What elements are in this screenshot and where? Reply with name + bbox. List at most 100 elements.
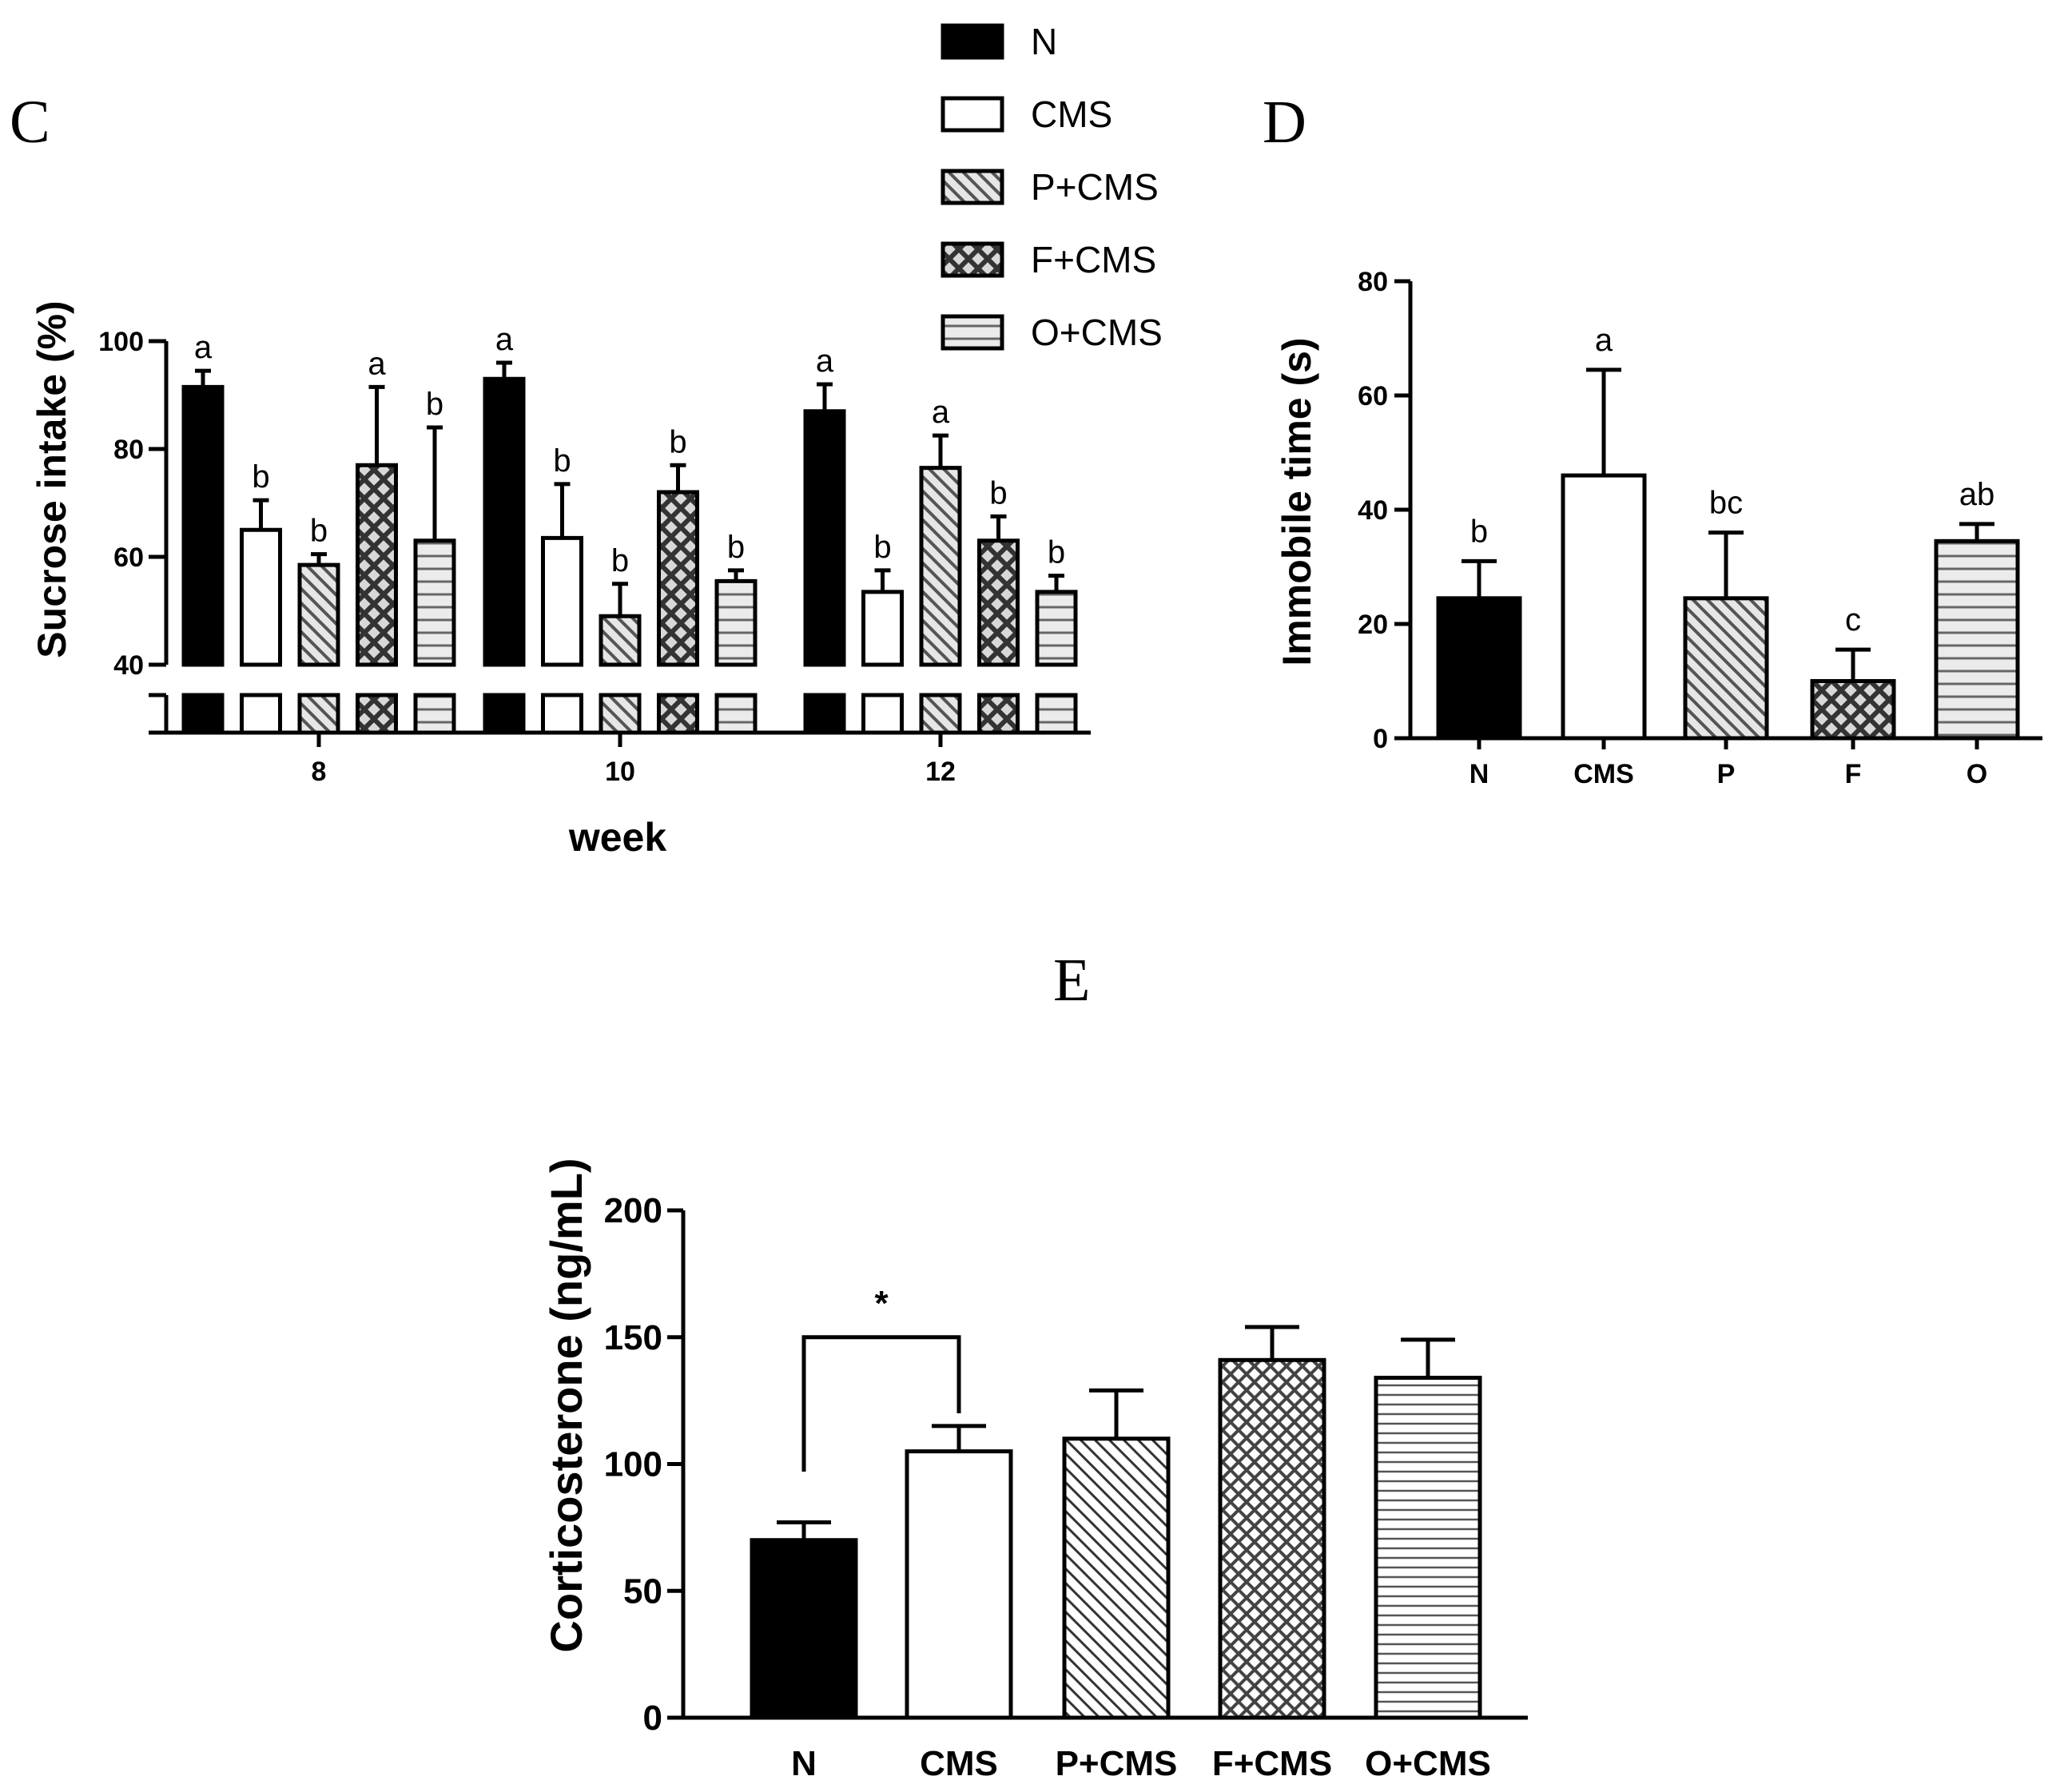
panel-e-significance-bracket [801,1335,961,1472]
legend-swatch-o [941,314,1004,351]
panel-e-x-tick-label-f-cms: F+CMS [1212,1744,1332,1783]
panel-c-bar-w12-o-cms-lower [1035,693,1078,735]
panel-d-immobile-chart: Immobile time (s) b a bc c ab N CMS P F O 0 20 40 60… [1275,267,2042,789]
panel-e-axes: N CMS P+CMS F+CMS O+CMS 0 50 100 150 200 [604,1191,1528,1783]
panel-e-y-tick-label-200: 200 [604,1191,662,1230]
panel-c-bar-w12-cms-lower [861,693,904,735]
panel-c-bar-w10-cms-letter: b [553,443,571,479]
panel-d-bar-f-letter: c [1845,602,1861,638]
panel-d-y-tick-label-80: 80 [1358,267,1388,297]
panel-d-bar-cms [1561,473,1647,741]
panel-c-x-tick-label-8: 8 [312,757,327,787]
panel-c-bar-w12-f-cms-lower [977,693,1020,735]
panel-c-bar-w8-cms [240,527,282,667]
panel-c-bar-w12-n-letter: a [816,344,834,379]
panel-e-bars: * [750,1284,1482,1720]
panel-d-axes: N CMS P F O 0 20 40 60 80 [1358,267,2042,789]
legend-swatch-cms [941,96,1004,133]
panel-c-bar-w10-f-cms-lower [657,693,699,735]
panel-d-y-tick-label-40: 40 [1358,495,1388,526]
legend-label-cms: CMS [1031,93,1112,135]
panel-c-bars: a b b a b a b b b b a b a b b [181,322,1078,735]
panel-c-y-tick-label-100: 100 [98,327,144,357]
panel-c-y-axis-title: Sucrose intake (%) [30,300,74,658]
panel-d-y-tick-label-20: 20 [1358,610,1388,640]
panel-d-x-tick-label-o: O [1967,759,1987,789]
panel-c-bar-w10-p-cms-lower [599,693,642,735]
legend-swatch-f [941,241,1004,278]
legend-label-f: F+CMS [1031,239,1156,280]
panel-d-x-tick-label-p: P [1717,759,1736,789]
panel-e-bar-f-cms [1218,1357,1326,1720]
panel-c-bar-w10-p-cms-letter: b [611,543,629,578]
panel-c-x-tick-label-10: 10 [605,757,635,787]
panel-c-bar-w8-o-cms [413,538,456,667]
panel-e-bar-n [750,1538,858,1720]
panel-c-bar-w10-n-lower [483,693,526,735]
legend-label-p: P+CMS [1031,166,1159,208]
panel-c-bar-w8-n [181,384,225,667]
panel-c-y-tick-label-40: 40 [113,650,144,681]
panel-c-bar-w12-o-cms-letter: b [1048,535,1065,570]
panel-d-bars: b a bc c ab [1436,323,2020,741]
panel-c-sucrose-chart: Sucrose intake (%) week abbababbbbababb … [30,300,1091,860]
panel-e-corticosterone-chart: Corticosterone (ng/mL) * N CMS P+CMS F+CMS O… [541,1158,1528,1783]
panel-e-y-tick-label-150: 150 [604,1318,662,1357]
panel-c-bar-w12-cms [861,590,904,667]
panel-e-x-tick-label-p-cms: P+CMS [1056,1744,1178,1783]
panel-d-bar-f [1810,679,1896,741]
panel-c-x-axis-title: week [568,815,667,860]
panel-d-y-axis-title: Immobile time (s) [1275,337,1319,666]
panel-e-x-tick-label-cms: CMS [920,1744,998,1783]
panel-c-axes: 8 10 12 40 60 80 100 [98,327,1091,787]
panel-c-x-tick-label-12: 12 [925,757,956,787]
panel-d-bar-p [1683,596,1769,741]
panel-c-bar-w10-f-cms-letter: b [669,424,686,459]
panel-c-bar-w12-f-cms [977,538,1020,667]
panel-e-y-tick-label-0: 0 [643,1699,662,1738]
legend-label-n: N [1031,21,1057,62]
panel-e-y-tick-label-100: 100 [604,1445,662,1484]
panel-c-y-tick-label-80: 80 [113,435,144,465]
panel-c-bar-w10-f-cms [657,490,699,667]
panel-c-bar-w10-o-cms-lower [714,693,758,735]
panel-c-bar-w12-n [803,409,846,667]
panel-e-bar-o-cms [1374,1376,1482,1720]
panel-c-bar-w8-p-cms-letter: b [310,514,328,549]
panel-c-bar-w8-f-cms [356,463,398,667]
legend: N CMS P+CMS F+CMS O+CMS [941,21,1163,353]
panel-e-bar-p-cms [1062,1436,1171,1720]
panel-label-d: D [1263,89,1306,156]
panel-c-bar-w8-o-cms-lower [413,693,456,735]
panel-c-bar-w12-p-cms-letter: a [932,395,950,430]
panel-e-y-axis-title: Corticosterone (ng/mL) [541,1158,591,1652]
panel-c-bar-w12-cms-letter: b [873,530,891,565]
panel-c-bar-w10-cms-lower [541,693,583,735]
panel-d-bar-p-letter: bc [1709,486,1743,521]
panel-c-bar-w10-p-cms [599,614,642,667]
panel-label-e: E [1053,947,1090,1014]
legend-swatch-p [941,169,1004,205]
panel-c-bar-w10-n-letter: a [495,322,514,357]
panel-c-bar-w8-p-cms-lower [297,693,340,735]
panel-c-bar-w12-o-cms [1035,590,1078,667]
panel-e-y-tick-label-50: 50 [623,1571,662,1611]
panel-d-x-tick-label-f: F [1845,759,1862,789]
panel-d-bar-o-letter: ab [1959,477,1995,512]
panel-d-bar-cms-letter: a [1595,323,1613,358]
panel-d-bar-n-letter: b [1470,514,1488,549]
panel-c-bar-w8-n-letter: a [194,330,213,365]
panel-c-bar-w12-f-cms-letter: b [989,475,1007,511]
panel-d-bar-o [1934,538,2020,741]
panel-c-bar-w8-n-lower [181,693,225,735]
panel-c-bar-w8-p-cms [297,562,340,667]
panel-e-significance-star: * [874,1284,889,1323]
panel-c-bar-w8-f-cms-letter: a [368,346,386,381]
legend-swatch-n [941,23,1004,60]
panel-c-bar-w8-cms-lower [240,693,282,735]
panel-d-y-tick-label-0: 0 [1373,724,1388,754]
legend-label-o: O+CMS [1031,312,1163,353]
panel-label-c: C [10,89,50,156]
panel-c-bar-w12-p-cms [919,466,962,667]
